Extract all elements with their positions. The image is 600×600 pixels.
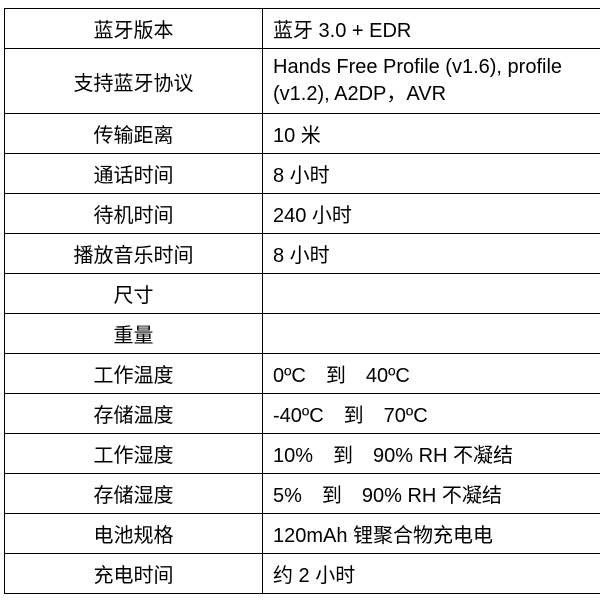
spec-label: 尺寸 [5, 274, 263, 314]
spec-label: 待机时间 [5, 194, 263, 234]
spec-value: 240 小时 [263, 194, 600, 234]
table-row: 重量 [5, 314, 600, 354]
spec-label: 工作湿度 [5, 434, 263, 474]
table-row: 工作湿度10% 到 90% RH 不凝结 [5, 434, 600, 474]
spec-label: 存储温度 [5, 394, 263, 434]
spec-value: 0ºC 到 40ºC [263, 354, 600, 394]
spec-label: 重量 [5, 314, 263, 354]
spec-label: 充电时间 [5, 554, 263, 594]
spec-label: 存储湿度 [5, 474, 263, 514]
table-row: 存储湿度5% 到 90% RH 不凝结 [5, 474, 600, 514]
spec-label: 工作温度 [5, 354, 263, 394]
spec-value: 10 米 [263, 114, 600, 154]
table-row: 支持蓝牙协议Hands Free Profile (v1.6), profile… [5, 49, 600, 114]
spec-label: 传输距离 [5, 114, 263, 154]
spec-value: 约 2 小时 [263, 554, 600, 594]
spec-value [263, 274, 600, 314]
spec-value: 8 小时 [263, 154, 600, 194]
spec-value: -40ºC 到 70ºC [263, 394, 600, 434]
spec-value: 8 小时 [263, 234, 600, 274]
table-row: 存储温度-40ºC 到 70ºC [5, 394, 600, 434]
spec-label: 通话时间 [5, 154, 263, 194]
table-row: 工作温度0ºC 到 40ºC [5, 354, 600, 394]
table-row: 传输距离10 米 [5, 114, 600, 154]
spec-label: 支持蓝牙协议 [5, 49, 263, 114]
spec-table: 蓝牙版本蓝牙 3.0 + EDR支持蓝牙协议Hands Free Profile… [4, 8, 600, 594]
table-row: 充电时间约 2 小时 [5, 554, 600, 594]
spec-value: 120mAh 锂聚合物充电电 [263, 514, 600, 554]
table-row: 待机时间240 小时 [5, 194, 600, 234]
spec-value [263, 314, 600, 354]
table-row: 尺寸 [5, 274, 600, 314]
spec-value: 5% 到 90% RH 不凝结 [263, 474, 600, 514]
spec-table-body: 蓝牙版本蓝牙 3.0 + EDR支持蓝牙协议Hands Free Profile… [5, 9, 600, 594]
spec-value: Hands Free Profile (v1.6), profile (v1.2… [263, 49, 600, 114]
spec-value: 蓝牙 3.0 + EDR [263, 9, 600, 49]
table-row: 播放音乐时间8 小时 [5, 234, 600, 274]
spec-value: 10% 到 90% RH 不凝结 [263, 434, 600, 474]
spec-label: 播放音乐时间 [5, 234, 263, 274]
spec-label: 电池规格 [5, 514, 263, 554]
table-row: 通话时间8 小时 [5, 154, 600, 194]
spec-label: 蓝牙版本 [5, 9, 263, 49]
table-row: 蓝牙版本蓝牙 3.0 + EDR [5, 9, 600, 49]
table-row: 电池规格120mAh 锂聚合物充电电 [5, 514, 600, 554]
